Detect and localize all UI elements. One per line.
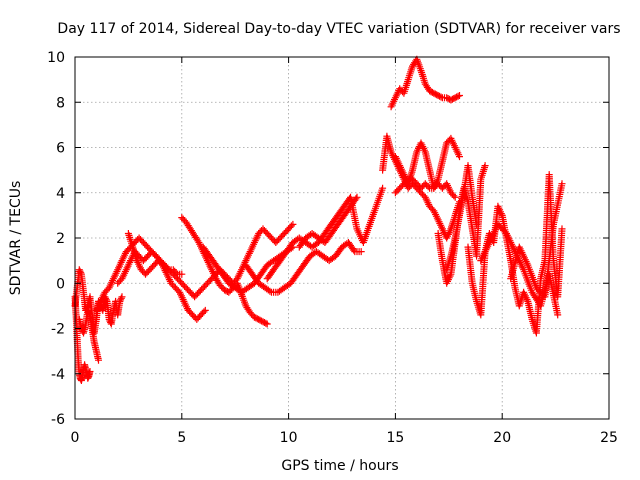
data-point	[357, 248, 365, 256]
y-tick-label: 8	[56, 95, 65, 111]
data-point	[481, 162, 489, 170]
data-point	[86, 368, 94, 375]
data-point	[200, 308, 208, 316]
data-series-vars	[71, 55, 566, 384]
y-tick-label: 0	[56, 276, 65, 292]
x-tick-label: 25	[600, 430, 618, 446]
y-axis-label: SDTVAR / TECUs	[8, 181, 24, 296]
data-point	[456, 153, 463, 161]
x-tick-label: 0	[71, 430, 80, 446]
data-point	[201, 306, 209, 314]
data-point	[558, 180, 566, 188]
grid	[75, 57, 609, 419]
data-point	[172, 269, 180, 277]
data-point	[554, 311, 562, 319]
x-tick-label: 5	[177, 430, 186, 446]
data-point	[454, 92, 462, 100]
axis-ticks	[74, 56, 610, 420]
x-tick-label: 15	[386, 430, 404, 446]
data-point	[450, 192, 458, 200]
x-axis-label: GPS time / hours	[281, 458, 398, 474]
y-tick-label: 6	[56, 141, 65, 157]
x-tick-labels: 0 5 10 15 20 25	[71, 430, 618, 446]
y-tick-label: 10	[47, 50, 65, 66]
data-point	[117, 296, 125, 304]
data-point	[76, 267, 84, 275]
data-point	[75, 266, 83, 274]
data-point	[95, 356, 102, 364]
y-tick-label: 4	[56, 186, 65, 202]
x-tick-label: 10	[280, 430, 298, 446]
data-point	[352, 195, 360, 203]
data-point	[85, 309, 93, 317]
chart-title: Day 117 of 2014, Sidereal Day-to-day VTE…	[57, 21, 620, 37]
data-point	[164, 264, 172, 272]
data-point	[178, 270, 186, 278]
y-tick-label: -6	[51, 412, 65, 428]
data-point	[77, 269, 85, 277]
data-point	[350, 246, 358, 254]
data-point	[85, 308, 92, 316]
data-point	[116, 297, 124, 305]
y-tick-label: 2	[56, 231, 65, 247]
data-point	[263, 320, 271, 328]
x-tick-label: 20	[493, 430, 511, 446]
data-point	[437, 93, 445, 101]
y-tick-labels: -6 -4 -2 0 2 4 6 8 10	[47, 50, 65, 428]
data-point	[558, 225, 566, 233]
data-point	[266, 287, 274, 295]
data-point	[287, 222, 295, 230]
data-point	[451, 193, 459, 201]
data-point	[117, 294, 125, 302]
data-point	[353, 193, 361, 201]
data-point	[456, 92, 463, 99]
data-point	[262, 319, 270, 327]
data-point	[473, 220, 481, 228]
data-point	[84, 306, 92, 314]
data-point	[379, 184, 387, 192]
y-tick-label: -2	[51, 322, 65, 338]
data-point	[118, 293, 126, 301]
y-tick-label: -4	[51, 367, 65, 383]
data-point	[289, 220, 297, 228]
